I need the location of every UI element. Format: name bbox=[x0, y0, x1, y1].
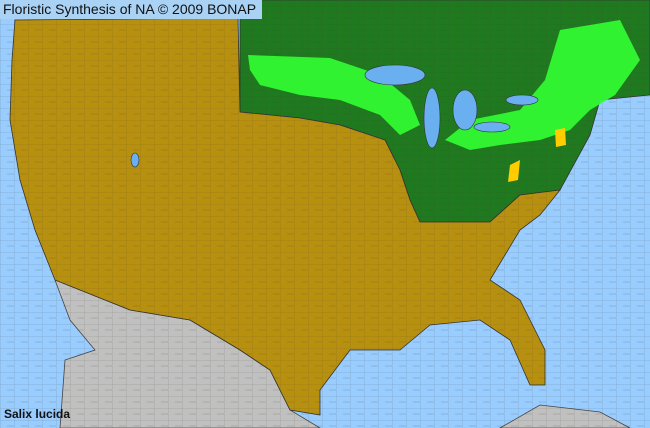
map-title: Floristic Synthesis of NA © 2009 BONAP bbox=[0, 0, 263, 19]
rare-counties bbox=[508, 160, 520, 182]
county-presence-northeast bbox=[445, 20, 640, 150]
great-lakes bbox=[130, 64, 539, 168]
rare-counties bbox=[555, 128, 566, 147]
species-name: Salix lucida bbox=[4, 407, 71, 421]
